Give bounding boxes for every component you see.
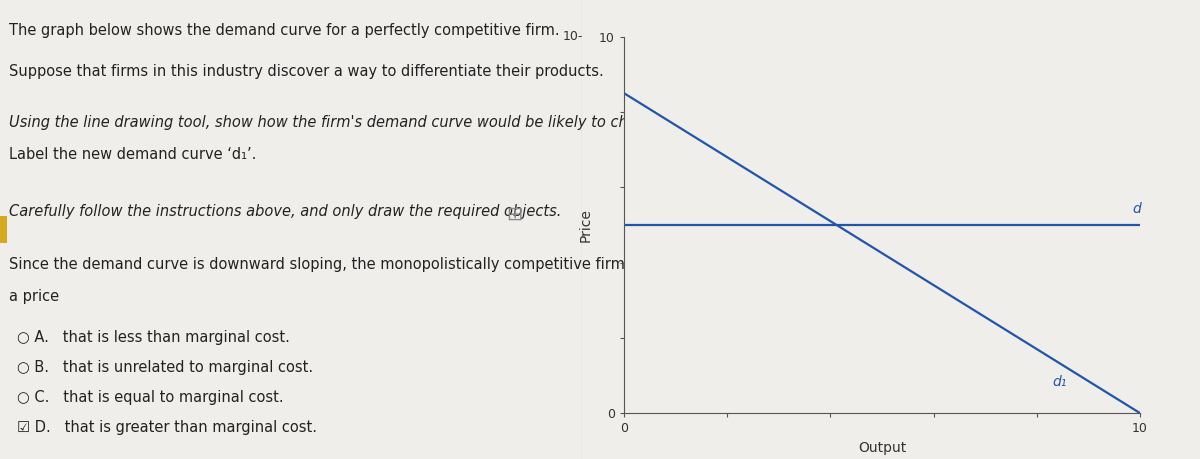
Text: ○ B.   that is unrelated to marginal cost.: ○ B. that is unrelated to marginal cost. (18, 360, 313, 375)
Text: d: d (1133, 202, 1141, 216)
Text: 10-: 10- (563, 30, 583, 43)
Text: ⊞: ⊞ (506, 204, 523, 223)
Text: Suppose that firms in this industry discover a way to differentiate their produc: Suppose that firms in this industry disc… (8, 64, 604, 79)
Text: The graph below shows the demand curve for a perfectly competitive firm.: The graph below shows the demand curve f… (8, 23, 559, 38)
Text: Label the new demand curve ‘d₁’.: Label the new demand curve ‘d₁’. (8, 147, 256, 162)
Text: Using the line drawing tool, show how the firm's demand curve would be likely to: Using the line drawing tool, show how th… (8, 115, 668, 130)
Text: Carefully follow the instructions above, and only draw the required objects.: Carefully follow the instructions above,… (8, 204, 562, 219)
Text: d₁: d₁ (1052, 375, 1067, 390)
Bar (0, 216, 7, 243)
Text: Since the demand curve is downward sloping, the monopolistically competitive fir: Since the demand curve is downward slopi… (8, 257, 680, 272)
Y-axis label: Price: Price (578, 208, 592, 242)
Text: ○ A.   that is less than marginal cost.: ○ A. that is less than marginal cost. (18, 330, 290, 346)
Text: a price: a price (8, 289, 59, 304)
Text: ☑ D.   that is greater than marginal cost.: ☑ D. that is greater than marginal cost. (18, 420, 318, 435)
Text: ○ C.   that is equal to marginal cost.: ○ C. that is equal to marginal cost. (18, 390, 284, 405)
X-axis label: Output: Output (858, 441, 906, 455)
